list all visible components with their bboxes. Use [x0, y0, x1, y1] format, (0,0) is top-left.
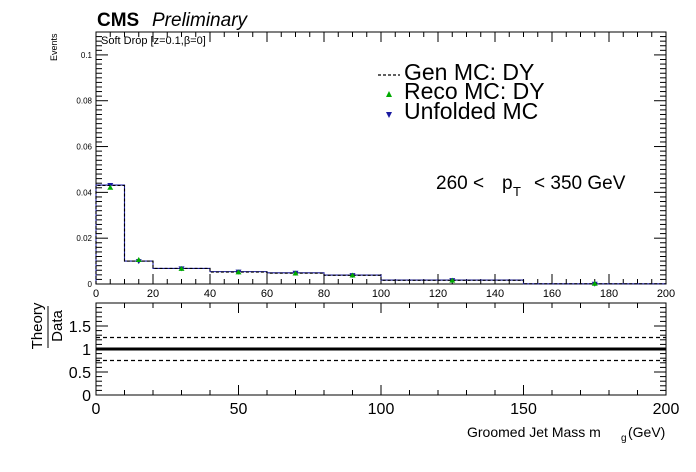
- ratio-y-tick-label: 1.5: [69, 319, 91, 336]
- main-x-tick-label: 20: [147, 288, 159, 300]
- ratio-axis-ticks: 0 50 100 150 200 0 0.5 1 1.5: [69, 302, 680, 418]
- status-label: Preliminary: [152, 10, 249, 31]
- reco-mc-marker: [449, 277, 456, 283]
- main-y-tick-label: 0: [88, 280, 93, 289]
- reco-mc-marker: [235, 269, 242, 275]
- ratio-x-tick-label: 50: [230, 401, 248, 418]
- pt-high-text: < 350 GeV: [534, 173, 626, 194]
- ratio-y-tick-label: 0: [82, 388, 91, 405]
- x-axis-label-subscript: g: [621, 433, 627, 444]
- experiment-label: CMS: [97, 10, 139, 31]
- ratio-y-tick-label: 1: [82, 342, 91, 359]
- reco-mc-marker: [178, 265, 185, 271]
- ratio-x-tick-label: 150: [510, 401, 537, 418]
- legend-entry-gen: Gen MC: DY: [378, 59, 534, 85]
- main-y-tick-label: 0.06: [76, 143, 92, 152]
- main-y-tick-label: 0.08: [76, 97, 92, 106]
- ratio-x-tick-label: 200: [653, 401, 680, 418]
- pt-range-label: 260 < p T < 350 GeV: [436, 173, 626, 199]
- main-x-tick-label: 100: [372, 288, 390, 300]
- main-plot-frame: [95, 31, 667, 285]
- gen-mc-step-line: [95, 184, 667, 285]
- main-x-tick-label: 140: [486, 288, 504, 300]
- main-x-tick-label: 160: [543, 288, 561, 300]
- ratio-y-tick-label: 0.5: [69, 365, 91, 382]
- legend-gen-label: Gen MC: DY: [404, 59, 534, 85]
- main-x-tick-label: 0: [93, 288, 99, 300]
- legend-unfolded-marker: [386, 112, 392, 118]
- reco-mc-marker: [107, 184, 114, 190]
- reco-mc-marker: [349, 272, 356, 278]
- legend-unfolded-label: Unfolded MC: [404, 98, 538, 124]
- ratio-ylabel-denominator: Data: [49, 310, 66, 342]
- x-axis-label-unit: (GeV): [628, 424, 665, 440]
- main-y-tick-label: 0.04: [76, 188, 92, 197]
- y-axis-label-main: Events: [49, 33, 59, 61]
- x-axis-label: Groomed Jet Mass m g (GeV): [467, 424, 665, 444]
- legend-entry-unfolded: Unfolded MC: [386, 98, 538, 124]
- main-y-tick-label: 0.02: [76, 234, 92, 243]
- reco-mc-marker: [292, 270, 299, 276]
- main-x-tick-label: 80: [318, 288, 330, 300]
- ratio-ylabel-numerator: Theory: [29, 302, 46, 349]
- ratio-x-tick-label: 100: [368, 401, 395, 418]
- main-axis-ticks: 0 20 40 60 80 100 120 140 160 180 200 0 0.02 0.04 0.06…: [76, 31, 675, 300]
- main-x-tick-label: 180: [600, 288, 618, 300]
- reco-mc-marker: [135, 256, 142, 262]
- legend-reco-marker: [386, 91, 392, 97]
- pt-low-text: 260 <: [436, 173, 484, 194]
- main-x-tick-label: 120: [429, 288, 447, 300]
- legend: Gen MC: DY Reco MC: DY Unfolded MC: [378, 59, 545, 124]
- x-axis-label-text: Groomed Jet Mass m: [467, 424, 601, 440]
- main-x-tick-label: 200: [657, 288, 675, 300]
- legend-entry-reco: Reco MC: DY: [386, 78, 545, 104]
- main-y-tick-label: 0.1: [81, 51, 93, 60]
- pt-subscript: T: [513, 184, 521, 199]
- main-x-tick-label: 60: [261, 288, 273, 300]
- main-series-layer: [95, 183, 667, 287]
- legend-reco-label: Reco MC: DY: [404, 78, 545, 104]
- pt-variable: p: [502, 173, 513, 194]
- reco-mc-marker: [591, 280, 598, 286]
- ratio-lines-layer: [96, 336, 666, 362]
- ratio-x-tick-label: 0: [92, 401, 101, 418]
- main-x-tick-label: 40: [204, 288, 216, 300]
